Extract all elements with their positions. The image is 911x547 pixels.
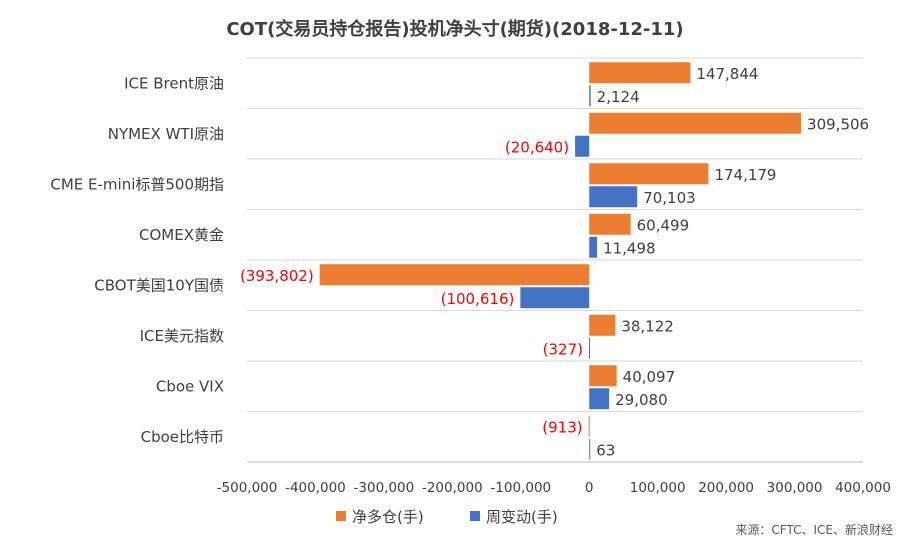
x-tick-label: -500,000 xyxy=(217,480,278,496)
bar-net-long xyxy=(589,365,617,387)
data-label: 2,124 xyxy=(597,88,640,106)
x-tick-label: 200,000 xyxy=(698,480,754,496)
bar-weekly-change xyxy=(589,388,610,410)
bar-net-long xyxy=(589,163,709,185)
bar-weekly-change xyxy=(575,135,590,157)
legend-swatch-net-long xyxy=(336,511,346,521)
data-label: 29,080 xyxy=(615,391,668,409)
bar-net-long xyxy=(588,415,590,437)
legend-swatch-weekly-change xyxy=(470,511,480,521)
x-tick-label: -400,000 xyxy=(285,480,346,496)
data-label: (913) xyxy=(542,418,582,436)
category-label: CBOT美国10Y国债 xyxy=(94,276,224,294)
gridlines xyxy=(247,57,863,463)
data-label: 309,506 xyxy=(807,115,869,133)
x-tick-label: 400,000 xyxy=(835,480,891,496)
data-label: (327) xyxy=(543,340,583,358)
bar-weekly-change xyxy=(589,186,638,208)
data-labels: 147,844 2,124 309,506 (20,640) 174,179 70,103… xyxy=(240,65,869,460)
bar-net-long xyxy=(319,264,590,286)
data-label: 38,122 xyxy=(621,317,674,335)
data-label: 70,103 xyxy=(643,189,696,207)
data-label: 63 xyxy=(596,441,615,459)
bars xyxy=(319,62,802,460)
data-label: 174,179 xyxy=(714,166,776,184)
source-note: 来源：CFTC、ICE、新浪财经 xyxy=(735,522,893,537)
x-tick-label: -300,000 xyxy=(354,480,415,496)
x-tick-label: -200,000 xyxy=(422,480,483,496)
category-label: NYMEX WTI原油 xyxy=(108,125,224,143)
bar-weekly-change xyxy=(520,287,590,309)
x-axis-ticks: -500,000 -400,000 -300,000 -200,000 -100,000… xyxy=(217,480,891,496)
data-label: (100,616) xyxy=(441,290,515,308)
data-label: 60,499 xyxy=(637,216,690,234)
data-label: 11,498 xyxy=(603,239,656,257)
category-label: CME E-mini标普500期指 xyxy=(50,175,224,193)
category-label: ICE美元指数 xyxy=(140,327,224,345)
category-label: COMEX黄金 xyxy=(139,226,224,244)
data-label: 40,097 xyxy=(623,368,676,386)
data-label: (393,802) xyxy=(240,267,314,285)
legend-label: 净多仓(手) xyxy=(352,508,424,526)
legend-label: 周变动(手) xyxy=(486,508,558,526)
category-label: ICE Brent原油 xyxy=(124,74,224,92)
category-labels: ICE Brent原油 NYMEX WTI原油 CME E-mini标普500期指 C… xyxy=(50,74,224,446)
bar-weekly-change xyxy=(588,337,590,359)
bar-net-long xyxy=(589,112,802,134)
chart-title: COT(交易员持仓报告)投机净头寸(期货)(2018-12-11) xyxy=(226,18,683,40)
bar-weekly-change xyxy=(589,85,591,107)
x-tick-label: 300,000 xyxy=(767,480,823,496)
category-label: Cboe比特币 xyxy=(141,428,224,446)
category-label: Cboe VIX xyxy=(156,377,224,395)
bar-weekly-change xyxy=(589,438,591,460)
x-tick-label: 100,000 xyxy=(630,480,686,496)
x-tick-label: -100,000 xyxy=(490,480,551,496)
bar-net-long xyxy=(589,213,631,235)
bar-weekly-change xyxy=(589,236,598,258)
bar-net-long xyxy=(589,62,691,84)
legend: 净多仓(手) 周变动(手) xyxy=(336,508,558,526)
data-label: 147,844 xyxy=(696,65,758,83)
data-label: (20,640) xyxy=(505,138,569,156)
bar-net-long xyxy=(589,314,616,336)
x-tick-label: 0 xyxy=(585,480,594,496)
